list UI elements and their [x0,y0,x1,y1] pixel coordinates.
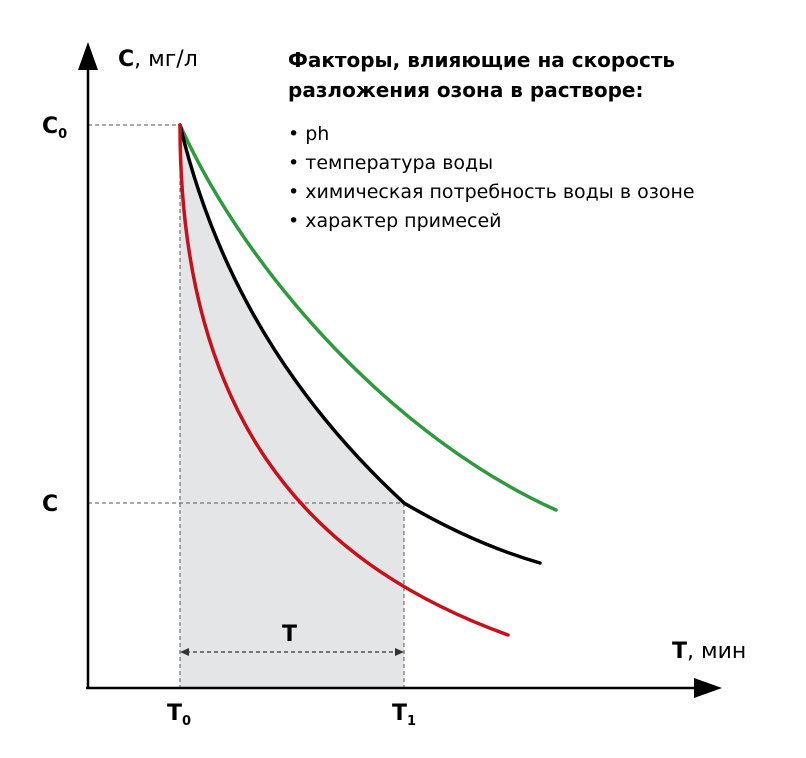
tick-c: C [42,492,58,517]
factors-title-line2: разложения озона в растворе: [288,78,643,102]
axes [78,42,722,698]
x-axis-title: T, мин [672,639,746,664]
curve-green [178,123,558,512]
guide-lines [88,124,405,688]
factor-item: • температура воды [288,152,493,174]
factor-item: • химическая потребность воды в озоне [288,181,695,203]
interval-label: T [282,622,297,647]
interval-arrow [180,648,404,656]
tick-t1: T1 [392,701,416,729]
curve-black [178,123,542,565]
y-axis-arrow [78,42,98,70]
curve-red [178,123,510,637]
tick-t0: T0 [167,701,191,729]
factor-item: • ph [288,123,329,145]
y-axis-title: C, мг/л [118,47,198,72]
factor-item: • характер примесей [288,210,502,232]
factors-title-line1: Факторы, влияющие на скорость [288,48,675,72]
tick-c0: C0 [42,114,67,142]
factors-block: Факторы, влияющие на скорость разложения… [288,48,695,232]
x-axis-arrow [694,678,722,698]
